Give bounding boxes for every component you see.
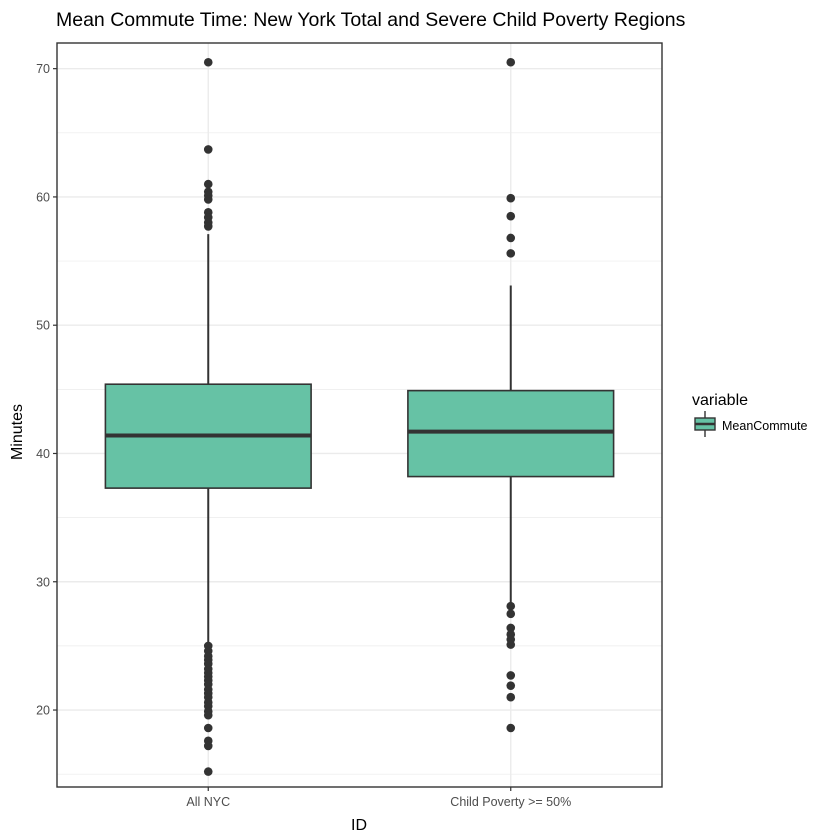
y-tick-label: 70	[36, 62, 50, 76]
outlier-point-all-nyc	[203, 723, 213, 733]
y-tick-label: 30	[36, 575, 50, 589]
y-tick-label: 50	[36, 319, 50, 333]
outlier-point-all-nyc	[203, 195, 213, 204]
outlier-point-all-nyc	[203, 767, 213, 776]
x-tick-label: Child Poverty >= 50%	[450, 795, 571, 809]
outlier-point-all-nyc	[203, 222, 213, 231]
y-axis-title: Minutes	[9, 404, 26, 460]
y-tick-label: 20	[36, 704, 50, 718]
outlier-point-child-poverty-50	[506, 193, 516, 203]
legend-label-meancommute: MeanCommute	[722, 419, 807, 433]
outlier-point-child-poverty-50	[506, 57, 516, 67]
outlier-point-all-nyc	[203, 145, 213, 154]
outlier-point-child-poverty-50	[506, 211, 516, 221]
outlier-point-child-poverty-50	[506, 692, 516, 702]
outlier-point-child-poverty-50	[506, 609, 516, 619]
outlier-point-child-poverty-50	[506, 671, 516, 680]
outlier-point-all-nyc	[203, 741, 213, 751]
plot-panel: 20 30 40 50 60 70 All NYC Child Poverty >= 50%	[36, 42, 663, 809]
legend-title: variable	[692, 392, 748, 409]
y-tick-label: 60	[36, 190, 50, 204]
panel-border	[56, 42, 663, 788]
outlier-point-child-poverty-50	[506, 623, 516, 633]
outlier-point-all-nyc	[203, 57, 213, 67]
outlier-point-child-poverty-50	[506, 640, 516, 649]
outlier-point-child-poverty-50	[506, 723, 516, 733]
outlier-point-child-poverty-50	[506, 233, 516, 243]
outlier-point-child-poverty-50	[506, 601, 516, 611]
outlier-point-child-poverty-50	[506, 681, 516, 690]
legend: variable MeanCommute	[692, 392, 807, 437]
outlier-point-all-nyc	[203, 710, 213, 720]
x-tick-label: All NYC	[186, 795, 230, 809]
outlier-point-child-poverty-50	[506, 249, 516, 258]
x-axis-title: ID	[351, 817, 367, 834]
y-tick-label: 40	[36, 447, 50, 461]
outlier-point-all-nyc	[203, 179, 213, 189]
legend-key-meancommute	[694, 411, 716, 437]
chart-title: Mean Commute Time: New York Total and Se…	[56, 9, 686, 31]
